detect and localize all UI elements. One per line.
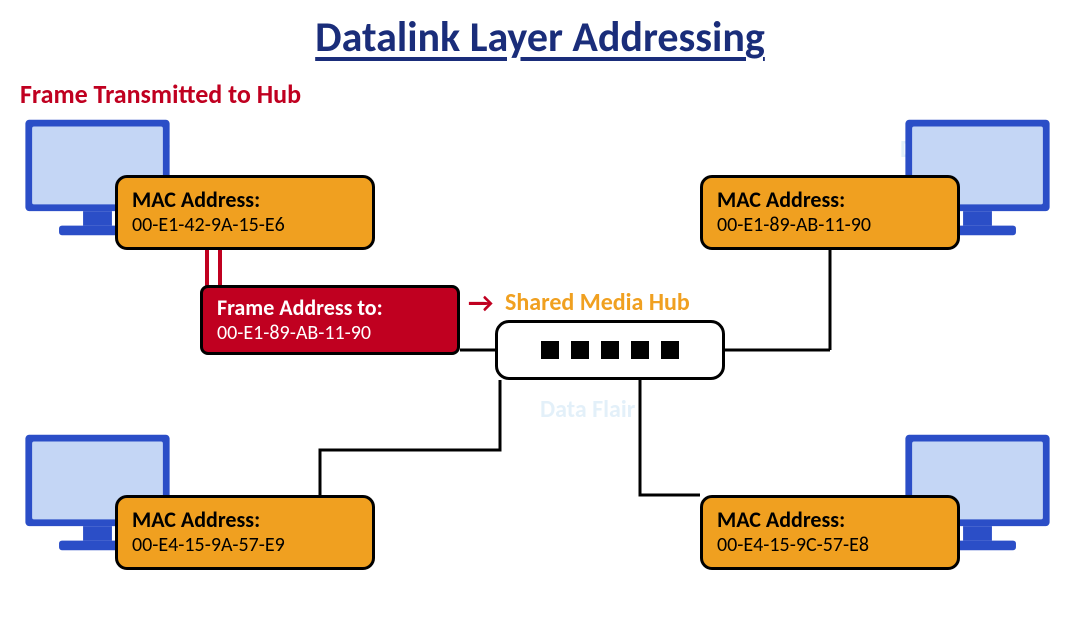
mac-address-box: MAC Address:00-E4-15-9A-57-E9 [115, 495, 375, 570]
hub-port [541, 341, 559, 359]
mac-address-value: 00-E1-89-AB-11-90 [717, 213, 943, 237]
frame-address-value: 00-E1-89-AB-11-90 [217, 321, 443, 345]
mac-address-value: 00-E4-15-9A-57-E9 [132, 533, 358, 557]
mac-address-value: 00-E4-15-9C-57-E8 [717, 533, 943, 557]
mac-address-label: MAC Address: [132, 186, 358, 213]
hub-port [601, 341, 619, 359]
frame-address-label: Frame Address to: [217, 294, 443, 321]
hub-port [571, 341, 589, 359]
hub-label: Shared Media Hub [505, 288, 690, 317]
hub-device [495, 320, 725, 380]
watermark: Data Flair [540, 395, 635, 424]
hub-port [631, 341, 649, 359]
hub-port [661, 341, 679, 359]
mac-address-box: MAC Address:00-E4-15-9C-57-E8 [700, 495, 960, 570]
frame-address-box: Frame Address to: 00-E1-89-AB-11-90 [200, 285, 460, 355]
diagram-title: Datalink Layer Addressing [0, 12, 1080, 63]
mac-address-box: MAC Address:00-E1-42-9A-15-E6 [115, 175, 375, 250]
diagram-subtitle: Frame Transmitted to Hub [20, 78, 301, 110]
mac-address-label: MAC Address: [717, 506, 943, 533]
mac-address-value: 00-E1-42-9A-15-E6 [132, 213, 358, 237]
arrow-icon: → [468, 285, 493, 320]
mac-address-box: MAC Address:00-E1-89-AB-11-90 [700, 175, 960, 250]
mac-address-label: MAC Address: [132, 506, 358, 533]
mac-address-label: MAC Address: [717, 186, 943, 213]
